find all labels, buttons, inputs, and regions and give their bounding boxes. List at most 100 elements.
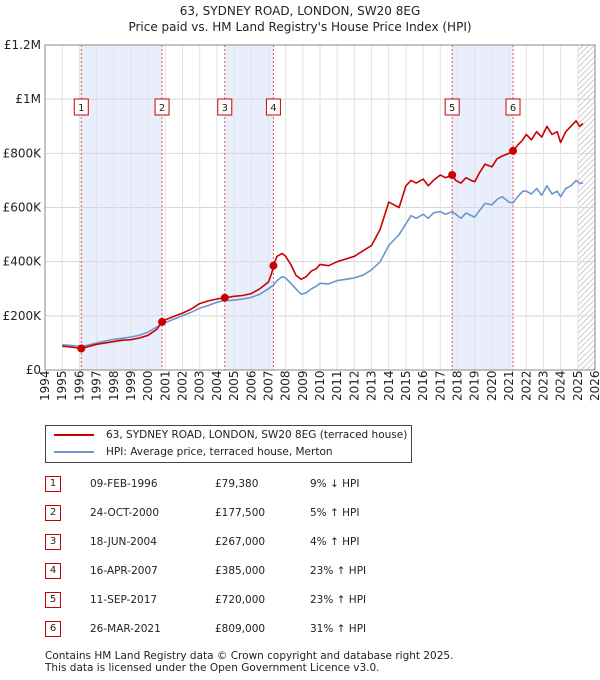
series-line-property	[62, 120, 584, 350]
x-tick-label: 2023	[536, 370, 550, 401]
y-tick-label: £1M	[15, 92, 41, 106]
x-tick-label: 2022	[519, 370, 533, 401]
legend-label-hpi: HPI: Average price, terraced house, Mert…	[106, 446, 333, 458]
sale-point-4	[269, 261, 278, 270]
transaction-number: 4	[45, 563, 61, 579]
transaction-row: 2 24-OCT-2000 £177,500 5% ↑ HPI	[45, 505, 545, 523]
series-line-hpi	[62, 179, 583, 348]
x-tick-label: 2003	[193, 370, 207, 401]
x-tick-label: 1997	[90, 370, 104, 401]
transaction-date: 18-JUN-2004	[90, 536, 157, 548]
x-tick-label: 2026	[588, 370, 600, 401]
sale-point-2	[158, 317, 167, 326]
x-tick-label: 2012	[347, 370, 361, 401]
transaction-date: 11-SEP-2017	[90, 594, 158, 606]
transaction-row: 1 09-FEB-1996 £79,380 9% ↓ HPI	[45, 476, 545, 494]
x-tick-label: 2014	[382, 370, 396, 401]
sale-marker-label-3: 3	[222, 103, 228, 114]
transaction-row: 6 26-MAR-2021 £809,000 31% ↑ HPI	[45, 621, 545, 639]
x-tick-label: 2005	[227, 370, 241, 401]
plot-frame	[44, 44, 596, 371]
transaction-date: 16-APR-2007	[90, 565, 158, 577]
transaction-price: £809,000	[215, 623, 266, 635]
transaction-hpi-change: 9% ↓ HPI	[310, 478, 360, 490]
transaction-number: 2	[45, 505, 61, 521]
y-tick-label: £1.2M	[4, 38, 41, 52]
sale-marker-box-2	[154, 98, 170, 116]
transaction-date: 26-MAR-2021	[90, 623, 161, 635]
chart-subtitle: Price paid vs. HM Land Registry's House …	[128, 20, 472, 34]
sale-point-3	[220, 293, 229, 302]
transaction-row: 4 16-APR-2007 £385,000 23% ↑ HPI	[45, 563, 545, 581]
x-tick-label: 2009	[296, 370, 310, 401]
x-tick-label: 1994	[38, 370, 52, 401]
transaction-price: £267,000	[215, 536, 266, 548]
sale-marker-box-6	[505, 98, 521, 116]
footer-licence: This data is licensed under the Open Gov…	[45, 662, 380, 674]
x-tick-label: 2008	[279, 370, 293, 401]
x-tick-label: 2000	[141, 370, 155, 401]
transaction-price: £720,000	[215, 594, 266, 606]
sale-marker-box-1	[73, 98, 89, 116]
transaction-number: 5	[45, 592, 61, 608]
legend: 63, SYDNEY ROAD, LONDON, SW20 8EG (terra…	[45, 425, 412, 463]
sale-marker-box-5	[444, 98, 460, 116]
x-tick-label: 2004	[210, 370, 224, 401]
sale-marker-label-4: 4	[270, 103, 276, 114]
sale-point-6	[509, 146, 518, 155]
footer-copyright: Contains HM Land Registry data © Crown c…	[45, 650, 454, 662]
transaction-row: 5 11-SEP-2017 £720,000 23% ↑ HPI	[45, 592, 545, 610]
transaction-hpi-change: 4% ↑ HPI	[310, 536, 360, 548]
chart-title: 63, SYDNEY ROAD, LONDON, SW20 8EG	[179, 4, 421, 18]
transaction-hpi-change: 5% ↑ HPI	[310, 507, 360, 519]
transaction-hpi-change: 23% ↑ HPI	[310, 565, 367, 577]
x-tick-label: 2017	[433, 370, 447, 401]
x-tick-label: 2010	[313, 370, 327, 401]
transaction-price: £385,000	[215, 565, 266, 577]
y-tick-label: £600K	[3, 201, 43, 215]
legend-swatch-hpi	[54, 451, 94, 453]
sale-point-1	[77, 344, 86, 353]
x-tick-label: 2007	[261, 370, 275, 401]
transaction-row: 3 18-JUN-2004 £267,000 4% ↑ HPI	[45, 534, 545, 552]
transaction-hpi-change: 31% ↑ HPI	[310, 623, 367, 635]
x-tick-label: 2013	[365, 370, 379, 401]
x-tick-label: 2019	[468, 370, 482, 401]
x-tick-label: 2021	[502, 370, 516, 401]
sale-marker-label-6: 6	[510, 103, 516, 114]
y-tick-label: £200K	[3, 309, 43, 323]
transaction-price: £177,500	[215, 507, 266, 519]
transaction-number: 3	[45, 534, 61, 550]
legend-item-hpi: HPI: Average price, terraced house, Mert…	[54, 444, 333, 460]
x-tick-label: 2001	[158, 370, 172, 401]
y-tick-label: £0	[26, 363, 41, 377]
sale-marker-box-3	[217, 98, 233, 116]
transaction-number: 6	[45, 621, 61, 637]
transaction-price: £79,380	[215, 478, 259, 490]
sale-marker-label-1: 1	[78, 103, 84, 114]
sale-marker-label-2: 2	[159, 103, 165, 114]
x-tick-label: 2006	[244, 370, 258, 401]
transaction-date: 09-FEB-1996	[90, 478, 158, 490]
transaction-number: 1	[45, 476, 61, 492]
sale-marker-box-4	[265, 98, 281, 116]
x-tick-label: 2002	[176, 370, 190, 401]
x-tick-label: 2020	[485, 370, 499, 401]
legend-label-property: 63, SYDNEY ROAD, LONDON, SW20 8EG (terra…	[106, 429, 408, 441]
x-tick-label: 1996	[72, 370, 86, 401]
x-tick-label: 1998	[107, 370, 121, 401]
y-tick-label: £400K	[3, 255, 43, 269]
x-tick-label: 1999	[124, 370, 138, 401]
x-tick-label: 1995	[55, 370, 69, 401]
transaction-date: 24-OCT-2000	[90, 507, 159, 519]
x-tick-label: 2025	[571, 370, 585, 401]
legend-item-property: 63, SYDNEY ROAD, LONDON, SW20 8EG (terra…	[54, 427, 407, 443]
x-tick-label: 2024	[554, 370, 568, 401]
x-tick-label: 2018	[451, 370, 465, 401]
transaction-hpi-change: 23% ↑ HPI	[310, 594, 367, 606]
sale-marker-label-5: 5	[449, 103, 455, 114]
x-tick-label: 2015	[399, 370, 413, 401]
legend-swatch-property	[54, 434, 94, 436]
y-tick-label: £800K	[3, 146, 43, 160]
